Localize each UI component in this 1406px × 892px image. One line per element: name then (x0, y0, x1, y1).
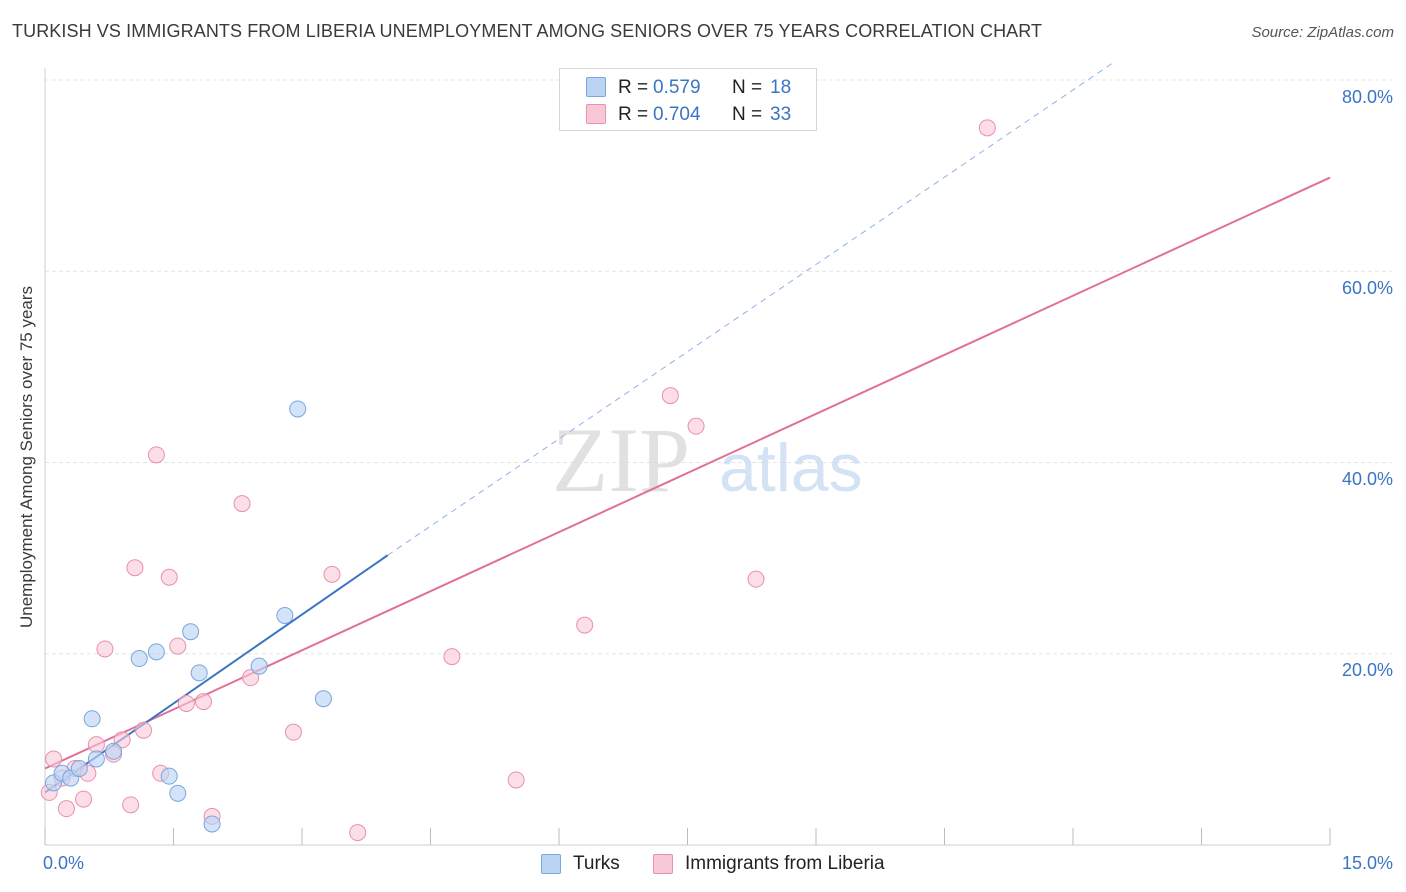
liberia-trend-line (44, 176, 1331, 770)
turks-point (203, 815, 221, 833)
y-tick-label-40: 40.0% (1341, 469, 1393, 489)
grid-lines (45, 79, 1392, 655)
turks-point (87, 750, 105, 768)
turks-point (147, 643, 165, 661)
liberia-point (75, 790, 93, 808)
liberia-point (194, 693, 212, 711)
liberia-point (126, 559, 144, 577)
liberia-point (443, 648, 461, 666)
liberia-point (96, 640, 114, 658)
liberia-point (507, 771, 525, 789)
turks-point (160, 767, 178, 785)
liberia-point (349, 824, 367, 842)
turks-point (105, 742, 123, 760)
y-tick-label-80: 80.0% (1341, 87, 1393, 107)
liberia-point (135, 721, 153, 739)
liberia-swatch-icon (653, 854, 673, 874)
data-points (40, 119, 996, 842)
turks-point (70, 760, 88, 777)
liberia-point (45, 750, 63, 768)
liberia-point (576, 616, 594, 634)
legend-r-value: 0.579 (653, 77, 701, 98)
turks-point (289, 400, 307, 418)
liberia-point (160, 568, 178, 586)
turks-point (83, 710, 101, 728)
liberia-swatch-icon (586, 104, 606, 124)
axes (44, 68, 1331, 846)
y-axis-label: Unemployment Among Seniors over 75 years (17, 285, 36, 629)
stats-legend: R = 0.579 N = 18 R = 0.704 N = 33 (559, 68, 817, 131)
chart-title: TURKISH VS IMMIGRANTS FROM LIBERIA UNEMP… (12, 21, 1043, 41)
source-label: Source: ZipAtlas.com (1251, 24, 1394, 41)
liberia-point (242, 669, 260, 687)
x-tick-label-min: 0.0% (43, 853, 85, 873)
liberia-point (177, 694, 195, 712)
legend-n-label: N = (732, 104, 763, 125)
turks-point (250, 657, 268, 675)
series-name-liberia: Immigrants from Liberia (685, 853, 885, 874)
turks-point (314, 690, 332, 708)
turks-point (190, 664, 208, 682)
turks-swatch-icon (586, 77, 606, 97)
turks-point (130, 650, 148, 668)
watermark-zip: ZIP (552, 409, 690, 511)
y-tick-label-20: 20.0% (1341, 660, 1393, 680)
x-tick-label-max: 15.0% (1341, 853, 1393, 873)
liberia-point (323, 565, 341, 583)
y-tick-label-60: 60.0% (1341, 278, 1393, 298)
turks-trend-extension (387, 60, 1117, 556)
liberia-point (978, 119, 996, 137)
turks-point (182, 623, 200, 641)
legend-n-value: 18 (770, 77, 792, 98)
liberia-point (113, 731, 131, 749)
liberia-point (233, 495, 251, 513)
liberia-point (87, 736, 105, 754)
liberia-point (661, 387, 679, 405)
liberia-point (284, 723, 302, 741)
turks-point (276, 607, 294, 624)
legend-n-value: 33 (770, 104, 792, 125)
turks-swatch-icon (541, 854, 561, 874)
liberia-point (122, 796, 140, 814)
liberia-point (687, 417, 705, 435)
liberia-point (57, 800, 75, 818)
liberia-point (169, 637, 187, 655)
legend-r-label: R = (618, 104, 649, 125)
turks-point (169, 784, 187, 802)
liberia-point (747, 570, 765, 588)
series-name-turks: Turks (573, 853, 620, 874)
liberia-point (147, 446, 165, 464)
watermark-atlas: atlas (719, 430, 863, 506)
legend-r-label: R = (618, 77, 649, 98)
legend-r-value: 0.704 (653, 104, 701, 125)
legend-n-label: N = (732, 77, 763, 98)
